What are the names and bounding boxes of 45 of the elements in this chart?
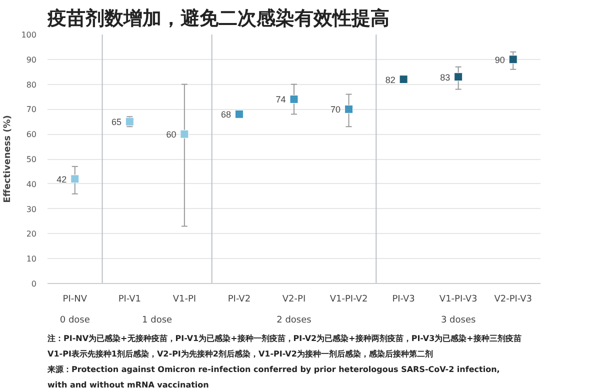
- text: 1 dose: [142, 316, 173, 326]
- y-tick-label: 60: [26, 130, 37, 140]
- y-tick-label: 100: [21, 30, 37, 40]
- data-label: 70: [330, 104, 341, 115]
- point: [344, 104, 354, 114]
- data-label: 65: [111, 117, 122, 128]
- y-tick-label: 30: [26, 204, 37, 214]
- point: [454, 72, 463, 82]
- data-label: 42: [56, 174, 67, 184]
- data-label: 68: [220, 110, 232, 120]
- x-tick-label: PI-V2: [228, 294, 251, 304]
- text: 2 doses: [276, 316, 312, 326]
- x-tick-label: V2-PI: [282, 294, 306, 304]
- point: [508, 55, 518, 64]
- y-tick-label: 50: [26, 155, 37, 164]
- y-tick-label: 20: [26, 230, 37, 239]
- y-tick-label: 80: [26, 80, 37, 90]
- y-axis-title: Effectiveness (%): [3, 115, 14, 203]
- data-label: 60: [166, 130, 176, 140]
- y-tick-label: 0: [31, 280, 37, 288]
- x-tick-label: V1-PI-V3: [439, 294, 478, 304]
- point: [70, 174, 80, 184]
- x-tick-label: V1-PI-V2: [330, 294, 368, 304]
- chart-title: 疫苗剂数增加，避免二次感染有效性提高: [46, 8, 390, 30]
- y-tick-label: 10: [26, 254, 37, 264]
- y-tick-label: 90: [26, 55, 37, 64]
- x-tick-label: PI-V1: [118, 294, 142, 304]
- data-label: 90: [494, 54, 505, 65]
- point: [399, 75, 408, 84]
- point: [234, 110, 244, 118]
- x-tick-label: PI-V3: [392, 294, 415, 304]
- text: 注：PI-NV为已感染+无接种疫苗，PI-V1为已感染+接种一剂疫苗，PI-V2为已感染+接种两剂疫苗，PI-V3为已感染+接种三剂疫苗 V1-PI表示先接种1剂后感染，V2-PI为先接种2剂后感染，V1-PI-V2为接种一剂后感染，感染后接种第二剂: [46, 333, 522, 358]
- x-tick-label: V2-PI-V3: [494, 294, 532, 304]
- source-note: 来源：Protection against Omicron re-infection conferred by prior heterologous SARS-CoV-2 infection, with and without mRNA vaccination: [46, 365, 500, 390]
- y-tick-label: 70: [26, 105, 37, 114]
- text: 0 dose: [60, 316, 90, 326]
- data-label: 83: [440, 72, 450, 82]
- y-tick-label: 40: [26, 180, 37, 189]
- data-label: 74: [276, 94, 286, 105]
- data-label: 82: [385, 74, 396, 85]
- point: [180, 130, 189, 138]
- text: 3 doses: [440, 316, 476, 326]
- x-tick-label: V1-PI: [172, 294, 196, 304]
- point: [290, 94, 298, 104]
- x-tick-label: PI-NV: [62, 294, 88, 304]
